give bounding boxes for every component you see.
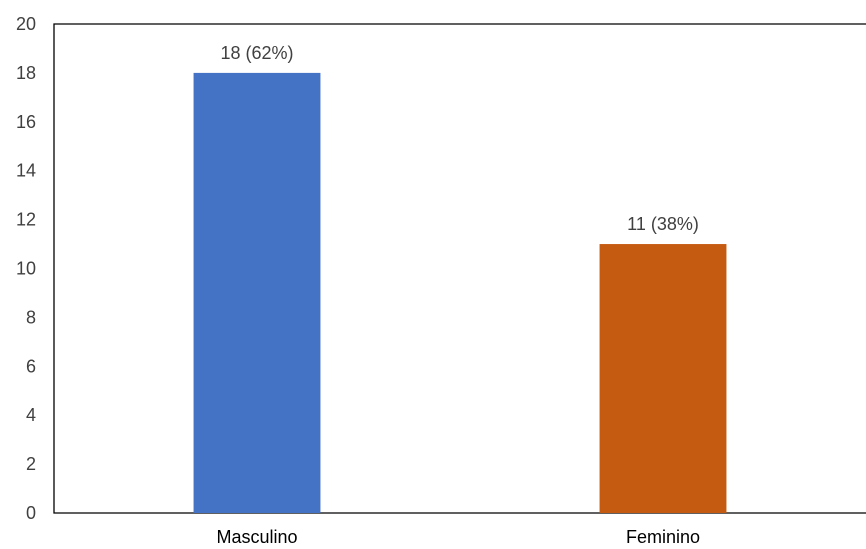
y-tick-label: 16 <box>16 112 36 132</box>
y-axis-ticks: 0 2 4 6 8 10 12 14 16 18 20 <box>16 14 36 523</box>
y-tick-label: 10 <box>16 259 36 279</box>
plot-area-frame <box>53 23 866 514</box>
y-tick-label: 6 <box>26 356 36 376</box>
axis-frame <box>53 23 866 514</box>
y-tick-label: 4 <box>26 405 36 425</box>
y-tick-label: 18 <box>16 63 36 83</box>
x-category-label: Masculino <box>216 527 297 547</box>
y-tick-label: 2 <box>26 454 36 474</box>
data-label-feminino: 11 (38%) <box>627 214 699 234</box>
x-category-label: Feminino <box>626 527 700 547</box>
y-tick-label: 20 <box>16 14 36 34</box>
y-tick-label: 12 <box>16 210 36 230</box>
bars <box>193 72 727 514</box>
y-tick-label: 14 <box>16 161 36 181</box>
data-labels: 18 (62%) 11 (38%) <box>220 43 698 234</box>
data-label-masculino: 18 (62%) <box>220 43 293 63</box>
bar-feminino <box>599 244 727 514</box>
y-tick-label: 0 <box>26 503 36 523</box>
x-axis-categories: Masculino Feminino <box>216 527 700 547</box>
y-tick-label: 8 <box>26 307 36 327</box>
bar-masculino <box>193 72 321 514</box>
